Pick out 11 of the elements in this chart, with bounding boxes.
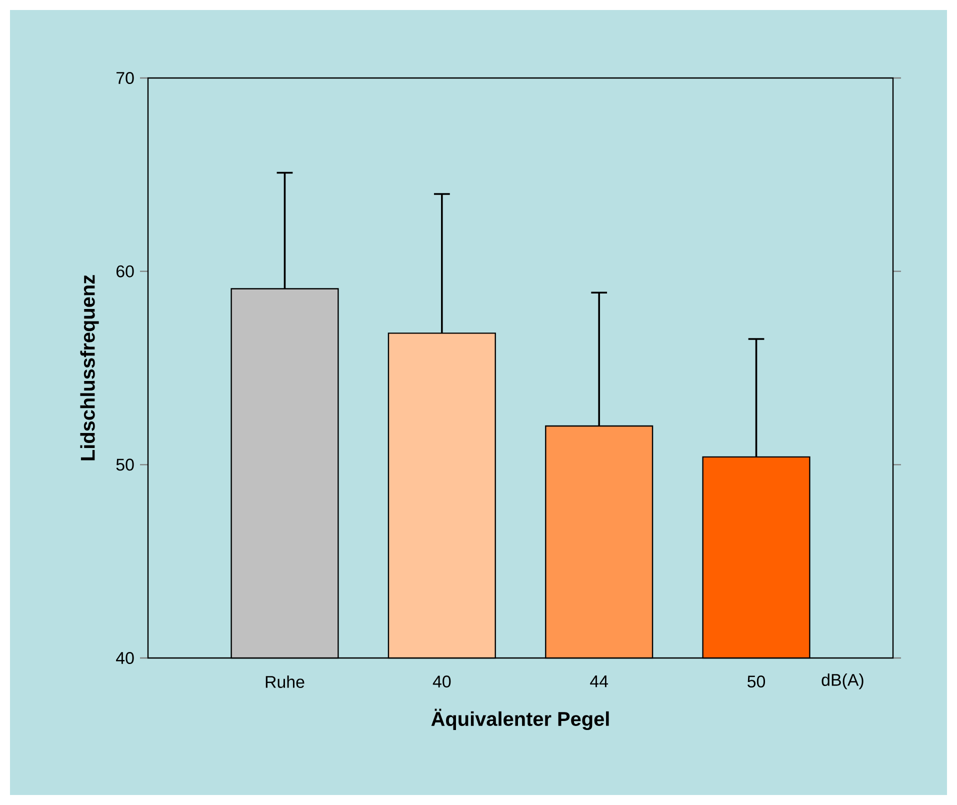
y-tick-label: 70 (116, 72, 134, 84)
y-tick-label: 50 (116, 458, 134, 471)
x-tick-label: Ruhe (266, 676, 304, 688)
y-axis-title: Lidschlussfrequenz (80, 275, 99, 460)
y-tick-label: 40 (116, 652, 134, 664)
x-axis-title: Äquivalenter Pegel (431, 708, 609, 730)
y-tick-label: 60 (116, 265, 134, 278)
x-tick-label: 44 (590, 676, 608, 688)
x-tick-label: 40 (432, 676, 451, 688)
x-tick-label: 50 (748, 676, 766, 688)
text: dB(A) (822, 674, 864, 690)
